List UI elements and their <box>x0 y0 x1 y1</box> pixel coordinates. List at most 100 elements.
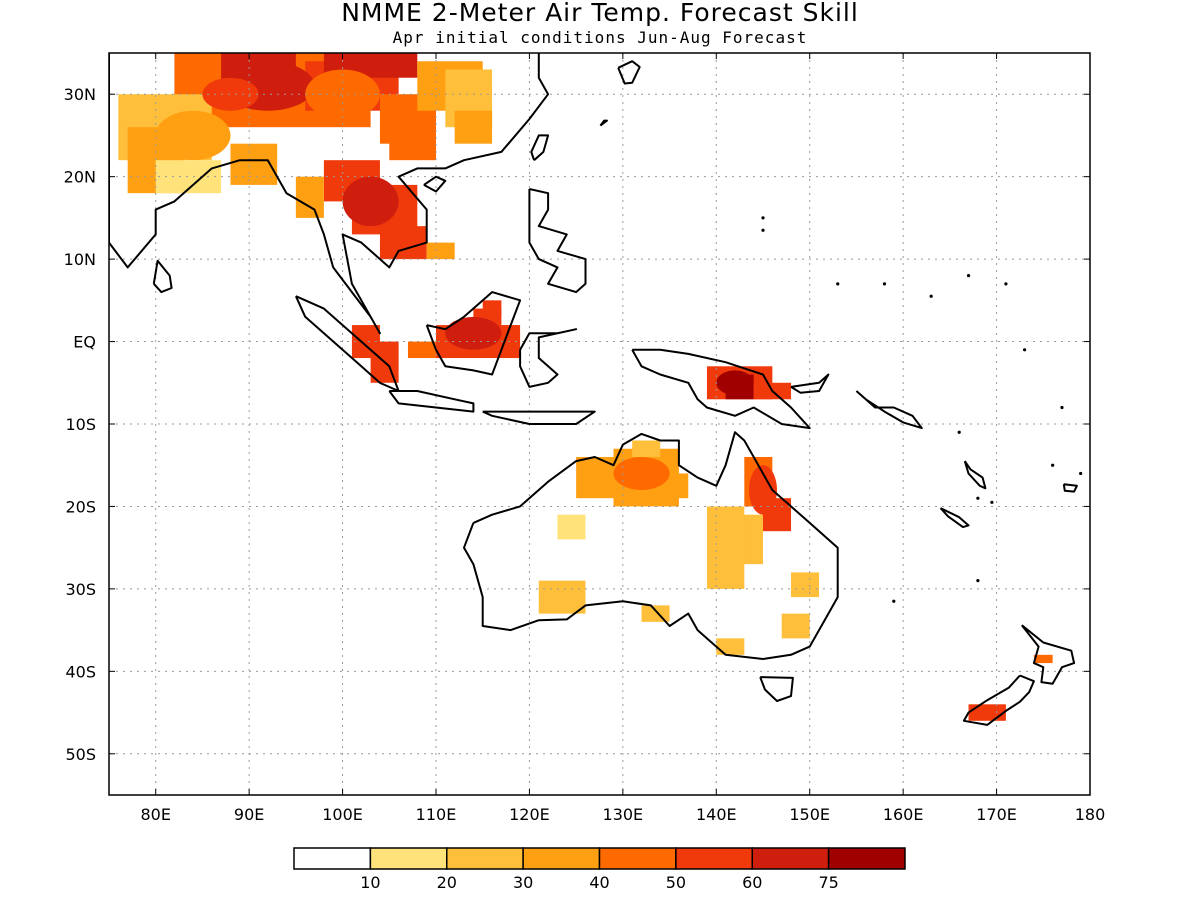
islet-marker <box>976 579 980 583</box>
coast-sri-lanka <box>152 259 173 294</box>
colorbar-label: 20 <box>437 873 457 892</box>
skill-patch <box>669 473 689 499</box>
coast-new-britain <box>790 373 830 394</box>
islet-marker <box>990 500 994 504</box>
islet-marker <box>1060 405 1064 410</box>
islet-marker <box>957 430 961 434</box>
coastlines <box>109 53 1083 726</box>
skill-patch <box>342 176 399 227</box>
islet-marker <box>1023 348 1027 352</box>
coast-new-caledonia <box>939 507 970 529</box>
lon-tick-label: 160E <box>883 805 924 824</box>
lon-tick-label: 170E <box>976 805 1017 824</box>
colorbar-swatch <box>675 847 753 870</box>
skill-patch <box>791 572 820 598</box>
lon-tick-label: 90E <box>234 805 264 824</box>
coast-asia-mainland <box>109 53 550 335</box>
coast-hainan <box>423 175 447 193</box>
skill-patch <box>557 514 586 540</box>
skill-patch <box>613 456 670 490</box>
colorbar-label: 40 <box>589 873 609 892</box>
colorbar-swatch <box>827 847 906 870</box>
skill-patch <box>305 69 380 119</box>
lat-tick-label: 20S <box>65 497 96 516</box>
coast-vanuatu <box>963 460 987 490</box>
skill-shading-layer <box>118 53 1053 721</box>
coast-australia <box>463 431 839 660</box>
skill-patch <box>445 316 502 350</box>
coast-java <box>388 390 475 413</box>
coast-borneo <box>425 291 522 376</box>
skill-patch <box>389 118 436 161</box>
axis-ticks: 30N 20N 10N EQ 10S 20S 30S 40S 50S 80E 90E 100E 110E… <box>64 53 1106 824</box>
lat-tick-label: 10S <box>65 415 96 434</box>
skill-patch <box>155 110 231 161</box>
coast-fiji <box>1062 483 1078 493</box>
skill-patch <box>968 704 1006 721</box>
skill-patch <box>716 638 745 655</box>
coast-okinawa-chain <box>599 119 608 127</box>
colorbar-swatch <box>751 847 830 870</box>
islet-marker <box>1051 463 1055 467</box>
coast-lesser-sunda <box>482 410 596 425</box>
chart-subtitle: Apr initial conditions Jun-Aug Forecast <box>392 28 808 47</box>
skill-patch <box>202 77 259 111</box>
islet-marker <box>1004 282 1008 286</box>
lon-tick-label: 110E <box>416 805 457 824</box>
islet-marker <box>1079 471 1083 476</box>
coast-philippines <box>528 188 587 294</box>
skill-patch <box>748 465 778 515</box>
islet-marker <box>929 294 933 298</box>
colorbar-label: 50 <box>666 873 686 892</box>
colorbar-label: 60 <box>742 873 762 892</box>
lon-tick-label: 100E <box>322 805 363 824</box>
skill-patch <box>641 605 670 622</box>
skill-patch <box>454 110 493 144</box>
coast-solomons <box>855 390 923 430</box>
coast-japan-kyushu <box>617 60 641 85</box>
coast-taiwan <box>530 134 550 161</box>
skill-patch <box>295 176 324 218</box>
colorbar-swatch <box>293 847 372 870</box>
islet-marker <box>892 599 896 603</box>
skill-patch <box>781 613 810 639</box>
islet-marker <box>836 282 840 286</box>
colorbar-label: 75 <box>818 873 838 892</box>
islet-marker <box>761 228 765 232</box>
skill-patch <box>407 341 436 359</box>
chart-title: NMME 2-Meter Air Temp. Forecast Skill <box>341 0 859 27</box>
islet-marker <box>976 496 980 500</box>
coast-nz-south <box>962 674 1035 726</box>
islet-marker <box>882 282 887 286</box>
skill-patch <box>632 440 661 457</box>
islet-marker <box>966 274 971 278</box>
lon-tick-label: 180 <box>1075 805 1106 824</box>
skill-patch <box>426 242 455 260</box>
lon-tick-label: 140E <box>696 805 737 824</box>
colorbar-swatch <box>369 847 448 870</box>
lat-tick-label: 50S <box>65 745 96 764</box>
skill-patch <box>576 456 614 499</box>
skill-patch <box>379 226 427 260</box>
islet-marker <box>761 216 765 220</box>
coast-sumatra <box>294 295 400 392</box>
lat-tick-label: 10N <box>64 250 96 269</box>
colorbar: 10 20 30 40 50 60 75 <box>293 847 906 892</box>
colorbar-swatch <box>598 847 677 870</box>
coast-sulawesi <box>519 328 578 388</box>
coast-tasmania <box>759 676 794 702</box>
colorbar-label: 10 <box>360 873 380 892</box>
lat-tick-label: EQ <box>73 333 96 352</box>
lat-tick-label: 30S <box>65 580 96 599</box>
skill-patch <box>706 506 745 589</box>
lon-tick-label: 150E <box>789 805 830 824</box>
lon-tick-label: 80E <box>140 805 170 824</box>
lon-tick-label: 130E <box>603 805 644 824</box>
skill-patch <box>482 300 502 317</box>
lat-tick-label: 20N <box>64 168 96 187</box>
lat-tick-label: 30N <box>64 85 96 104</box>
skill-patch <box>538 580 586 614</box>
colorbar-swatch <box>446 847 524 870</box>
skill-patch <box>1033 654 1053 664</box>
